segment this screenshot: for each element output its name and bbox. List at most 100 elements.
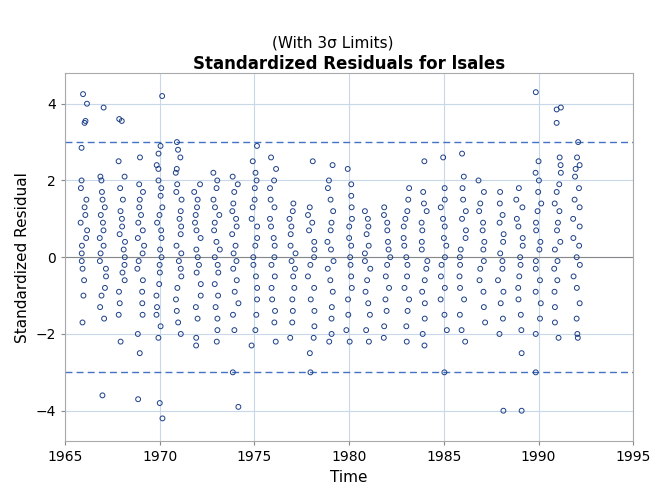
X-axis label: Time: Time <box>330 470 368 485</box>
Point <box>152 303 163 311</box>
Point <box>80 117 91 125</box>
Point <box>404 184 414 192</box>
Point <box>416 246 427 254</box>
Point <box>328 257 339 265</box>
Point <box>250 272 261 280</box>
Point <box>554 154 565 162</box>
Point <box>309 322 320 330</box>
Point <box>252 284 262 292</box>
Point <box>248 253 258 261</box>
Point <box>325 196 336 203</box>
Point <box>478 246 489 254</box>
Point <box>360 257 370 265</box>
Point <box>233 300 244 308</box>
Point <box>419 200 430 207</box>
Point <box>80 211 91 219</box>
Point <box>309 307 320 315</box>
Point <box>515 261 526 269</box>
Point <box>211 338 222 345</box>
Point <box>252 222 262 230</box>
Point <box>269 242 280 250</box>
Point <box>362 215 373 223</box>
Point <box>78 90 89 98</box>
Point <box>230 242 241 250</box>
Point <box>345 261 356 269</box>
Point <box>478 257 489 265</box>
Point <box>248 158 258 166</box>
Point <box>498 230 509 238</box>
Point <box>191 246 202 254</box>
Point <box>115 230 125 238</box>
Point <box>380 296 391 304</box>
Point <box>290 264 300 272</box>
Point <box>534 246 545 254</box>
Point <box>460 234 471 242</box>
Point <box>246 215 257 223</box>
Point <box>95 234 105 242</box>
Point <box>382 261 392 269</box>
Point <box>194 261 204 269</box>
Point <box>495 188 505 196</box>
Point <box>574 300 585 308</box>
Point <box>494 200 505 207</box>
Point <box>194 180 205 188</box>
Point <box>381 307 392 315</box>
Point <box>285 242 296 250</box>
Title: Standardized Residuals for lsales: Standardized Residuals for lsales <box>193 55 505 73</box>
Point <box>553 334 564 342</box>
Point <box>326 330 337 338</box>
Point <box>175 154 186 162</box>
Point <box>551 226 562 234</box>
Point <box>363 222 374 230</box>
Point <box>117 117 127 125</box>
Point <box>344 222 354 230</box>
Point <box>517 204 527 212</box>
Point <box>113 158 124 166</box>
Point <box>284 215 295 223</box>
Point <box>190 342 201 349</box>
Point <box>212 314 222 322</box>
Point <box>455 284 466 292</box>
Point <box>155 399 165 407</box>
Point <box>170 169 181 177</box>
Point <box>176 272 186 280</box>
Point <box>516 349 527 357</box>
Point <box>535 238 545 246</box>
Point <box>309 253 320 261</box>
Point <box>171 188 182 196</box>
Point <box>384 284 394 292</box>
Point <box>493 276 503 284</box>
Point <box>157 253 167 261</box>
Point <box>191 334 202 342</box>
Point <box>552 257 563 265</box>
Point <box>213 268 224 276</box>
Point <box>250 169 261 177</box>
Point <box>364 242 374 250</box>
Point <box>81 234 91 242</box>
Point <box>328 288 338 296</box>
Point <box>101 272 111 280</box>
Point <box>195 292 206 300</box>
Point <box>156 226 166 234</box>
Point <box>535 276 545 284</box>
Point <box>551 106 562 114</box>
Point <box>212 326 222 334</box>
Point <box>228 264 238 272</box>
Point <box>498 406 509 414</box>
Point <box>379 211 390 219</box>
Point <box>227 207 238 215</box>
Point <box>269 318 280 326</box>
Point <box>139 242 149 250</box>
Point <box>362 276 372 284</box>
Point <box>346 242 356 250</box>
Point <box>190 303 201 311</box>
Point <box>478 218 488 226</box>
Point <box>134 180 145 188</box>
Point <box>378 334 389 342</box>
Point <box>115 184 125 192</box>
Point <box>175 207 186 215</box>
Point <box>151 161 162 169</box>
Point <box>98 226 109 234</box>
Point <box>344 234 354 242</box>
Point <box>344 338 355 345</box>
